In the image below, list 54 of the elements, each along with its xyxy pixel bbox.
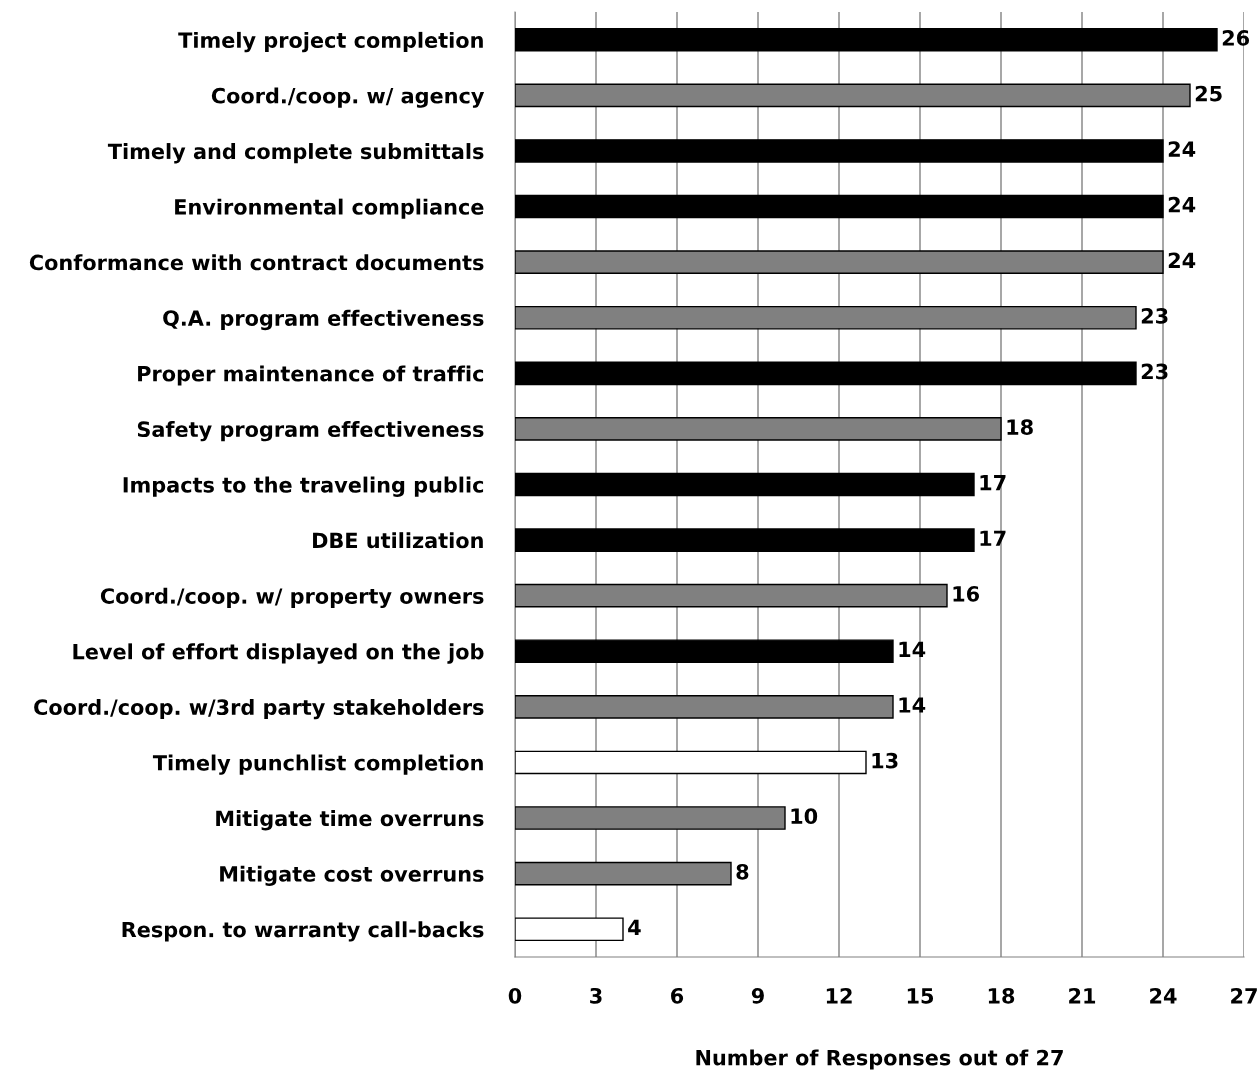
x-tick-label: 0 [508, 987, 522, 1004]
bar [515, 139, 1164, 163]
data-label: 17 [980, 530, 1006, 546]
y-tick-label: Timely punchlist completion [152, 754, 483, 775]
y-tick-label: Conformance with contract documents [29, 254, 484, 271]
data-label: 26 [1222, 30, 1250, 46]
x-tick-label: 3 [590, 987, 602, 1004]
y-tick-label: Safety program effectiveness [137, 421, 484, 442]
y-tick-label: Respon. to warranty call-backs [122, 921, 484, 942]
data-label: 24 [1168, 141, 1196, 157]
bar [515, 750, 867, 775]
bar [515, 639, 894, 664]
x-tick-label: 27 [1231, 987, 1257, 1004]
x-axis-title: Number of Responses out of 27 [696, 1049, 1063, 1070]
y-tick-label: Level of effort displayed on the job [73, 643, 484, 664]
data-label: 14 [899, 697, 926, 713]
y-tick-label: DBE utilization [313, 532, 483, 549]
data-label: 23 [1141, 308, 1168, 324]
data-label: 13 [872, 752, 898, 769]
y-tick-label: Coord./coop. w/ property owners [100, 587, 484, 609]
data-label: 8 [736, 863, 749, 880]
data-label: 16 [953, 585, 980, 602]
y-tick-label: Timely and complete submittals [107, 143, 484, 164]
x-tick-label: 24 [1150, 987, 1177, 1004]
data-label: 17 [980, 475, 1006, 491]
data-label: 25 [1195, 85, 1222, 102]
data-label: 24 [1168, 252, 1196, 268]
bar [515, 27, 1218, 52]
data-label: 23 [1141, 363, 1168, 380]
y-tick-label: Timely project completion [178, 31, 483, 53]
x-tick-label: 9 [751, 987, 764, 1004]
x-tick-label: 21 [1069, 987, 1096, 1004]
data-label: 14 [899, 641, 926, 658]
y-tick-label: Proper maintenance of traffic [138, 365, 484, 386]
bar [515, 361, 1137, 386]
bar [515, 194, 1164, 219]
data-label: 24 [1168, 196, 1196, 213]
y-tick-label: Q.A. program effectiveness [163, 309, 484, 331]
bar [515, 917, 624, 942]
x-tick-label: 6 [671, 987, 684, 1004]
y-tick-label: Impacts to the traveling public [123, 476, 484, 497]
x-tick-label: 18 [988, 987, 1015, 1004]
x-tick-label: 12 [826, 987, 852, 1004]
y-tick-label: Coord./coop. w/3rd party stakeholders [34, 698, 484, 720]
x-tick-label: 15 [907, 988, 934, 1004]
bar [515, 472, 975, 497]
y-tick-label: Coord./coop. w/ agency [211, 87, 485, 108]
data-label: 4 [628, 919, 641, 935]
data-label: 10 [791, 808, 818, 825]
bar [515, 528, 975, 552]
data-label: 18 [1007, 419, 1033, 435]
y-tick-label: Mitigate cost overruns [220, 865, 484, 887]
y-tick-label: Mitigate time overruns [216, 810, 484, 831]
y-tick-label: Environmental compliance [175, 198, 484, 219]
